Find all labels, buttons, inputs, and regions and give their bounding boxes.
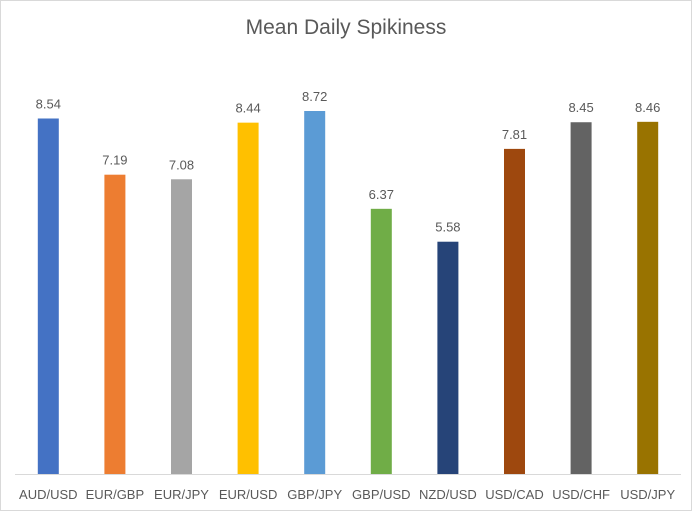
- data-label-usd-cad: 7.81: [502, 127, 527, 142]
- x-tick-label-aud-usd: AUD/USD: [19, 487, 78, 502]
- bar-eur-gbp: [104, 174, 126, 474]
- x-tick-label-eur-jpy: EUR/JPY: [154, 487, 209, 502]
- x-tick-label-usd-cad: USD/CAD: [485, 487, 544, 502]
- bar-eur-usd: [237, 122, 259, 475]
- bar-gbp-usd: [370, 208, 392, 474]
- bar-nzd-usd: [437, 241, 459, 474]
- bars-group: [37, 111, 659, 475]
- data-label-eur-usd: 8.44: [235, 101, 260, 116]
- data-labels-group: 8.54 7.19 7.08 8.44 8.72 6.37 5.58 7.81 8.45 8.46: [36, 89, 661, 235]
- x-tick-label-nzd-usd: NZD/USD: [419, 487, 477, 502]
- bar-gbp-jpy: [304, 111, 326, 474]
- bar-usd-jpy: [637, 121, 659, 474]
- bar-eur-jpy: [171, 179, 192, 475]
- data-label-eur-jpy: 7.08: [169, 157, 194, 172]
- data-label-gbp-usd: 6.37: [369, 187, 394, 202]
- x-tick-label-usd-jpy: USD/JPY: [620, 487, 675, 502]
- bar-usd-chf: [570, 122, 592, 474]
- x-tick-label-gbp-jpy: GBP/JPY: [287, 487, 342, 502]
- x-tick-label-eur-usd: EUR/USD: [219, 487, 278, 502]
- data-label-nzd-usd: 5.58: [435, 220, 460, 235]
- data-label-usd-chf: 8.45: [568, 100, 593, 115]
- x-tick-label-eur-gbp: EUR/GBP: [86, 487, 145, 502]
- data-label-aud-usd: 8.54: [36, 96, 61, 111]
- data-label-usd-jpy: 8.46: [635, 100, 660, 115]
- x-tick-labels-group: AUD/USD EUR/GBP EUR/JPY EUR/USD GBP/JPY GBP/U…: [19, 487, 675, 502]
- bar-usd-cad: [504, 148, 525, 474]
- x-tick-label-gbp-usd: GBP/USD: [352, 487, 411, 502]
- data-label-gbp-jpy: 8.72: [302, 89, 327, 104]
- chart-title: Mean Daily Spikiness: [246, 16, 447, 39]
- x-tick-label-usd-chf: USD/CHF: [552, 487, 610, 502]
- data-label-eur-gbp: 7.19: [102, 153, 127, 168]
- bar-aud-usd: [37, 118, 59, 475]
